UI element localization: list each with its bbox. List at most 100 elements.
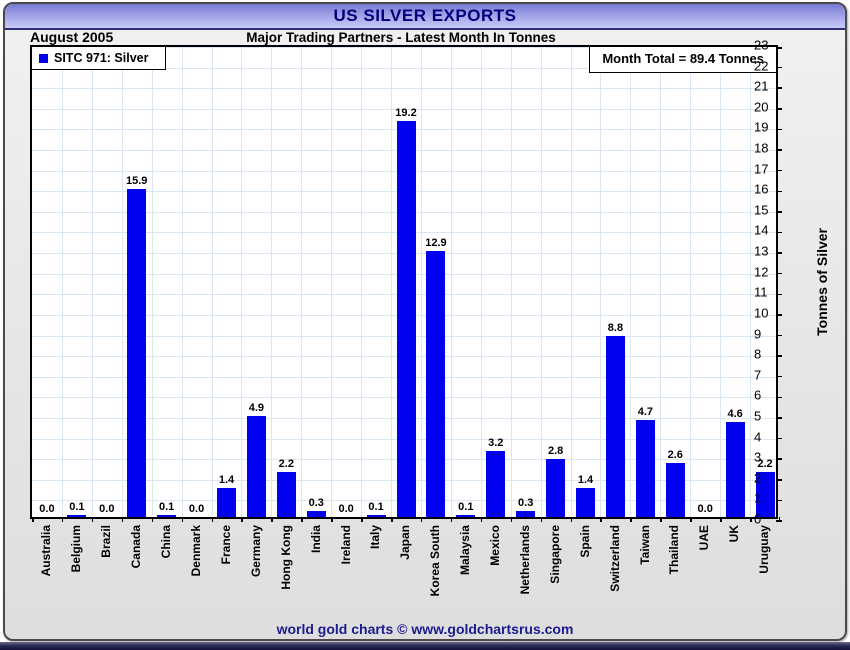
gridline-vertical [630,47,632,517]
y-tick-label: 17 [754,161,769,177]
bar [67,514,87,517]
x-tick-label: Singapore [547,525,562,584]
gridline-vertical [271,47,273,517]
bar-value-label: 0.0 [338,503,354,515]
y-axis-tick [776,396,782,399]
x-tick-label: Hong Kong [278,525,293,590]
x-axis-tick [331,517,333,522]
gridline-horizontal [32,67,776,69]
x-tick-label: UK [727,525,742,543]
month-total-text: Month Total = 89.4 Tonnes [602,51,764,66]
bar [366,514,386,517]
y-axis-tick [776,417,782,419]
legend-box: SITC 971: Silver [32,47,166,70]
y-axis-title: Tonnes of Silver [814,228,830,336]
gridline-vertical [391,47,393,517]
bar-value-label: 0.3 [308,496,324,509]
bar [635,420,655,517]
bar-value-label: 0.0 [39,503,55,515]
bar-value-label: 2.2 [278,457,294,470]
page-title: US SILVER EXPORTS [333,6,517,25]
x-label-cell: India [301,525,331,617]
gridline-horizontal [32,47,776,48]
legend-label: SITC 971: Silver [54,51,149,65]
x-label-cell: Taiwan [630,525,660,617]
gridline-vertical [750,47,752,517]
gridline-vertical [151,47,153,517]
header-bar: US SILVER EXPORTS [5,4,845,30]
gridline-vertical [211,47,213,517]
y-axis-tick [776,47,782,49]
x-axis-tick [361,517,363,522]
y-axis-tick [776,231,782,234]
x-tick-label: Brazil [99,525,114,558]
x-label-cell: Belgium [62,525,92,617]
x-axis-tick [778,517,780,522]
x-label-cell: Germany [241,525,271,617]
bar [516,510,536,517]
bar [426,251,446,517]
y-axis-tick [776,334,782,337]
month-total-box: Month Total = 89.4 Tonnes [589,47,776,73]
bar-value-label: 0.3 [518,496,534,509]
bar-value-label: 3.2 [488,437,504,450]
bar-value-label: 2.2 [757,457,773,470]
y-tick-label: 14 [754,222,769,238]
gridline-vertical [600,47,602,517]
y-tick-label: 16 [754,181,769,197]
x-axis-labels: Australia Belgium Brazil Canada China Denmark… [32,525,780,617]
x-label-cell: Canada [122,525,152,617]
gridline-vertical [181,47,183,517]
x-label-cell: Uruguay [750,525,780,617]
bar-value-label: 12.9 [425,237,447,250]
y-tick-label: 10 [754,305,769,321]
x-axis-tick [420,517,423,522]
gridline-vertical [570,47,572,517]
bar-value-label: 0.1 [368,500,384,513]
x-label-cell: Thailand [660,525,690,617]
x-tick-label: UAE [697,525,712,551]
gridline-vertical [241,47,243,517]
gridline-vertical [301,47,303,517]
x-axis-tick [181,517,184,522]
x-tick-label: Mexico [488,525,503,566]
x-label-cell: China [152,525,182,617]
bar [127,189,147,517]
bottom-strip [0,642,850,650]
x-tick-label: Switzerland [607,525,622,592]
gridline-vertical [480,47,482,517]
x-tick-label: Malaysia [458,525,473,576]
x-tick-label: Japan [398,525,413,560]
x-axis-tick [630,517,632,522]
x-label-cell: Japan [391,525,421,617]
legend-swatch-icon [39,53,48,63]
gridline-horizontal [32,88,776,90]
bar-value-label: 0.0 [99,503,115,515]
x-axis-tick [660,517,662,522]
x-label-cell: UAE [690,525,720,617]
bar-value-label: 4.7 [637,406,654,419]
x-axis-tick [570,517,573,522]
gridline-vertical [420,47,422,517]
bar-value-label: 1.4 [577,474,594,487]
bar-value-label: 4.6 [727,408,743,421]
gridline-vertical [660,47,662,517]
x-label-cell: Hong Kong [271,525,301,617]
bar-value-label: 2.6 [667,449,683,462]
bar [665,463,685,517]
x-tick-label: Ireland [338,525,353,565]
y-tick-label: 11 [754,284,768,300]
y-tick-label: 15 [754,202,769,218]
x-axis-tick [121,517,124,522]
x-tick-label: China [159,525,174,559]
x-label-cell: France [211,525,241,617]
gridline-vertical [121,47,123,517]
bar [605,335,625,517]
x-label-cell: Brazil [92,525,122,617]
y-axis-tick [776,87,782,89]
y-axis-tick [776,458,782,460]
y-tick-label: 22 [754,58,769,74]
gridline-vertical [690,47,692,517]
y-tick-label: 8 [754,346,762,362]
y-axis-tick [776,355,782,357]
